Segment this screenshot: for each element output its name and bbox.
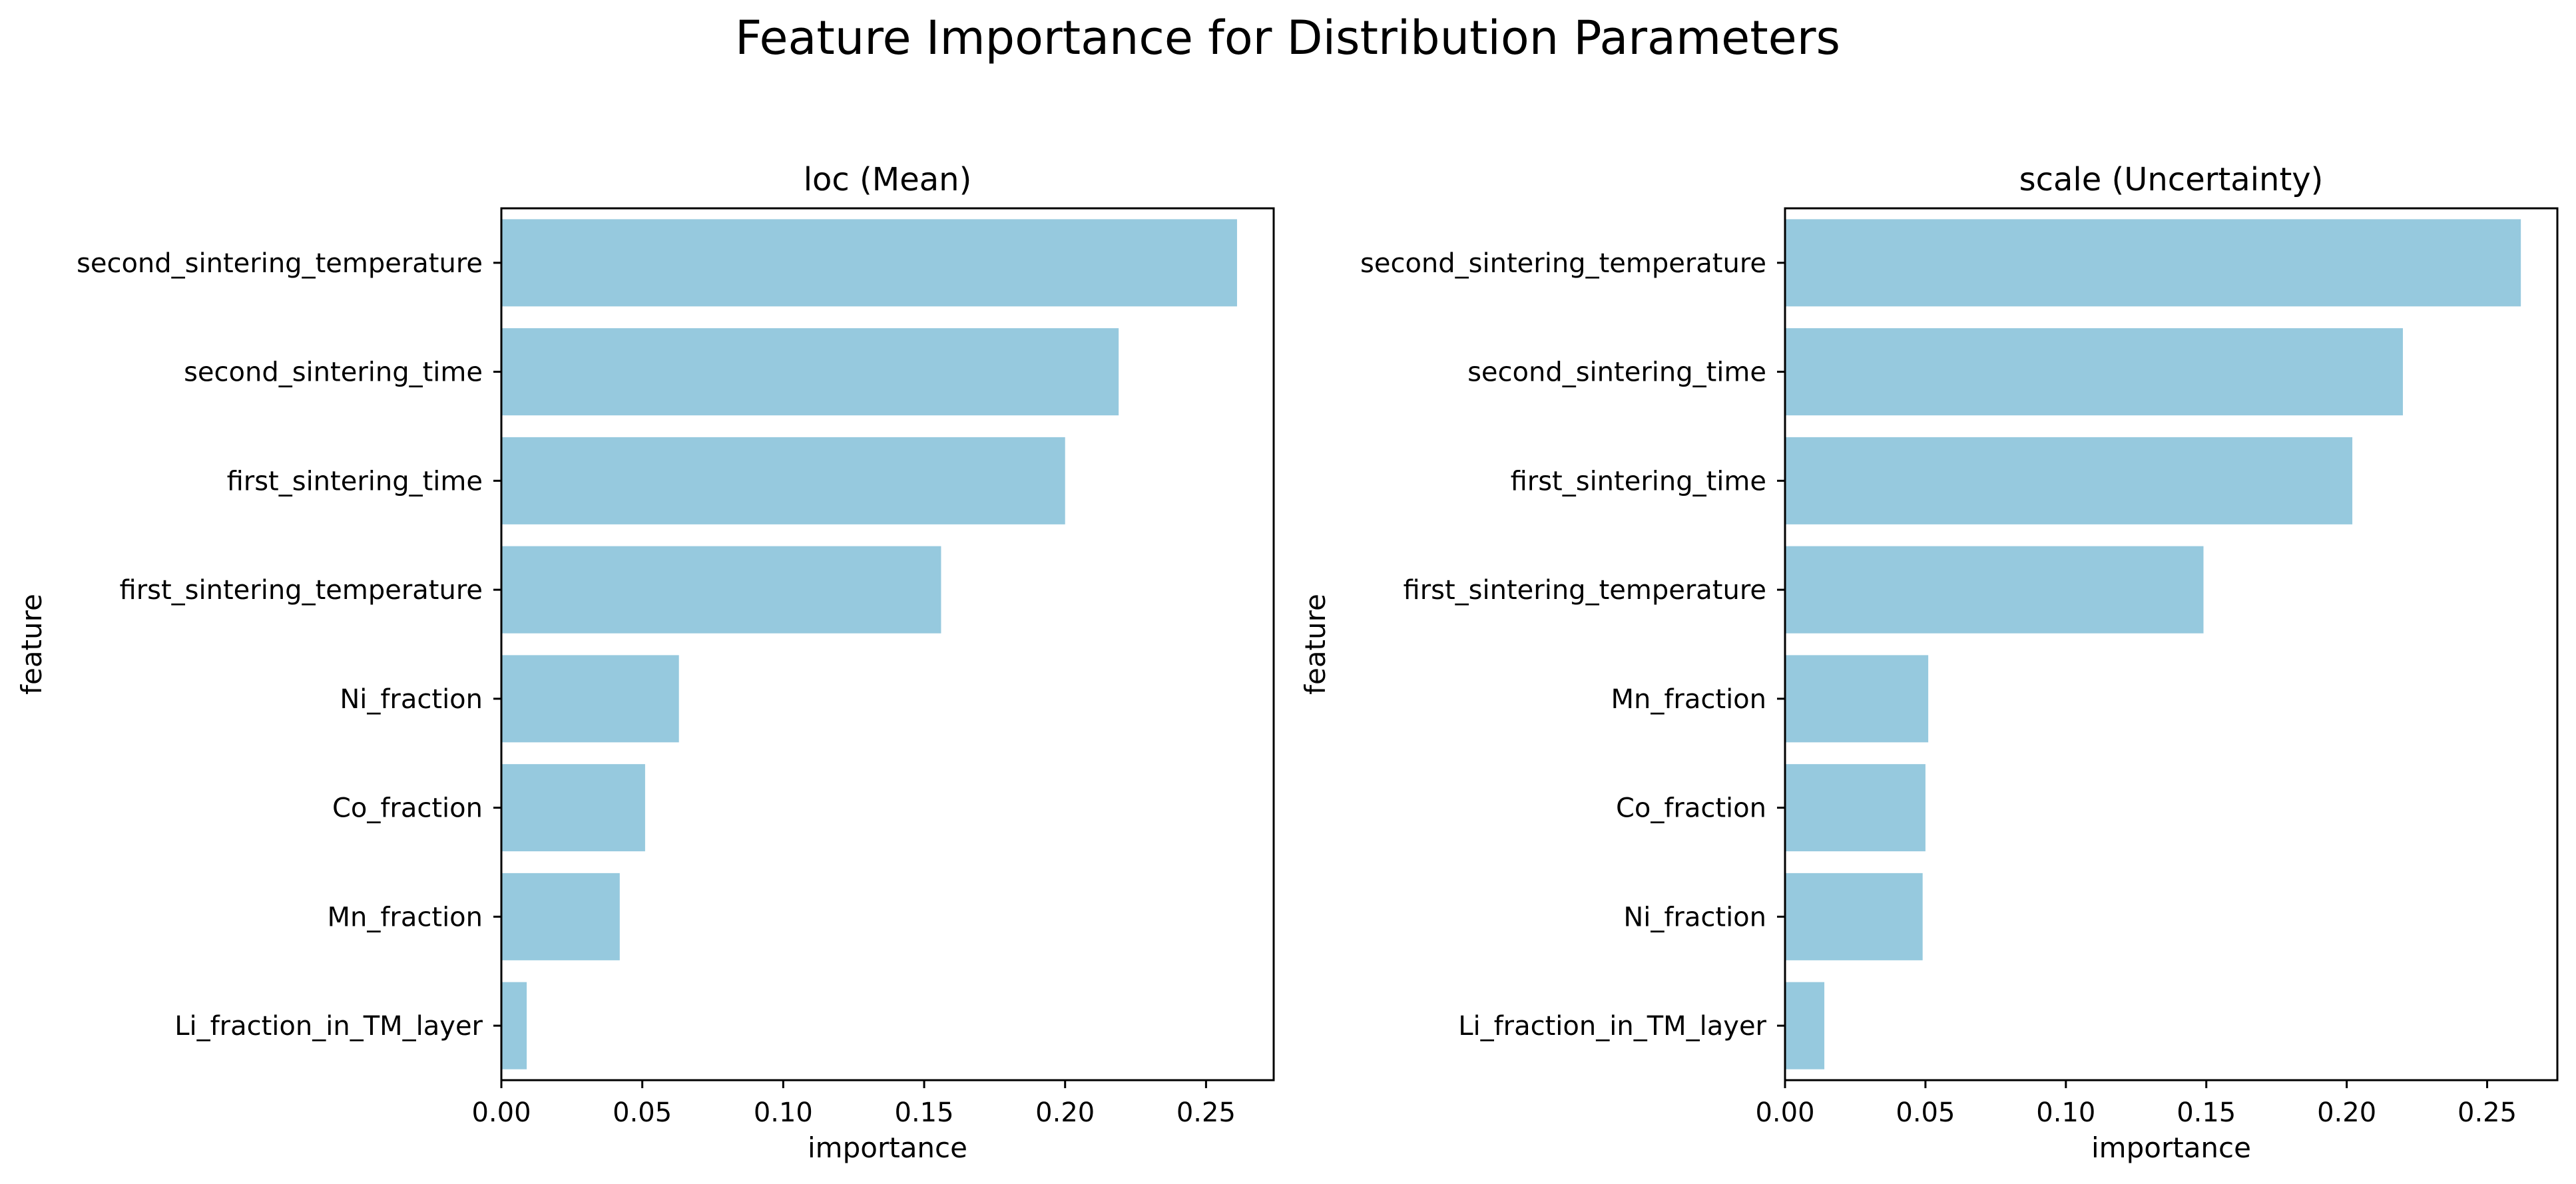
scale-uncertainty-panel: scale (Uncertainty) second_sintering_tem… (1299, 161, 2559, 1164)
y-tick-label: Ni_fraction (1623, 902, 1766, 932)
y-tick-label: Mn_fraction (327, 902, 483, 932)
bar (501, 219, 1237, 307)
x-tick-label: 0.00 (471, 1097, 531, 1128)
x-axis-label: importance (808, 1131, 967, 1164)
bar (501, 655, 679, 743)
axes-frame (500, 207, 1275, 1082)
y-tick-label: second_sintering_time (1467, 357, 1766, 388)
y-tick-label: Li_fraction_in_TM_layer (1458, 1011, 1766, 1042)
axes-frame (1784, 207, 2559, 1082)
x-tick-label: 0.00 (1755, 1097, 1814, 1128)
loc-mean-panel: loc (Mean) second_sintering_temperatures… (15, 161, 1275, 1164)
panel-title: loc (Mean) (804, 161, 972, 198)
y-axis-label: feature (15, 594, 48, 695)
x-tick-label: 0.25 (1176, 1097, 1236, 1128)
y-tick-label: first_sintering_time (227, 466, 483, 496)
bar (1785, 764, 1926, 852)
y-tick-label: Mn_fraction (1611, 684, 1766, 715)
x-axis-ticks: 0.00 0.05 0.10 0.15 0.20 0.25 (471, 1080, 1236, 1128)
bar (1785, 437, 2353, 524)
x-tick-label: 0.10 (2036, 1097, 2095, 1128)
bar (501, 764, 645, 852)
y-tick-label: second_sintering_temperature (1360, 248, 1766, 279)
x-tick-label: 0.25 (2457, 1097, 2517, 1128)
y-tick-label: first_sintering_temperature (1404, 575, 1767, 606)
x-tick-label: 0.10 (754, 1097, 813, 1128)
y-axis-label: feature (1299, 594, 1332, 695)
y-axis-ticks: second_sintering_temperature second_sinte… (77, 248, 501, 1042)
figure-title: Feature Importance for Distribution Para… (735, 11, 1840, 65)
x-tick-label: 0.20 (1035, 1097, 1095, 1128)
bar (501, 873, 620, 960)
bar (1785, 655, 1929, 743)
bar (501, 546, 941, 634)
bars (1785, 219, 2521, 1070)
bar (501, 982, 527, 1070)
bar (501, 328, 1119, 416)
y-tick-label: Co_fraction (332, 793, 483, 824)
y-tick-label: first_sintering_temperature (120, 575, 483, 606)
y-tick-label: Co_fraction (1616, 793, 1766, 824)
x-axis-ticks: 0.00 0.05 0.10 0.15 0.20 0.25 (1755, 1080, 2517, 1128)
bars (501, 219, 1237, 1070)
bar (1785, 546, 2204, 634)
y-tick-label: second_sintering_temperature (77, 248, 483, 279)
x-tick-label: 0.15 (2177, 1097, 2236, 1128)
panel-title: scale (Uncertainty) (2019, 161, 2324, 198)
y-axis-ticks: second_sintering_temperature second_sinte… (1360, 248, 1785, 1042)
x-tick-label: 0.05 (1896, 1097, 1955, 1128)
x-tick-label: 0.15 (895, 1097, 954, 1128)
bar (1785, 328, 2403, 416)
bar (501, 437, 1065, 524)
bar (1785, 982, 1825, 1070)
bar (1785, 219, 2521, 307)
bar (1785, 873, 1923, 960)
x-tick-label: 0.20 (2317, 1097, 2376, 1128)
y-tick-label: first_sintering_time (1511, 466, 1766, 496)
y-tick-label: Li_fraction_in_TM_layer (174, 1011, 483, 1042)
x-axis-label: importance (2091, 1131, 2251, 1164)
y-tick-label: Ni_fraction (340, 684, 483, 715)
y-tick-label: second_sintering_time (184, 357, 483, 388)
x-tick-label: 0.05 (613, 1097, 672, 1128)
